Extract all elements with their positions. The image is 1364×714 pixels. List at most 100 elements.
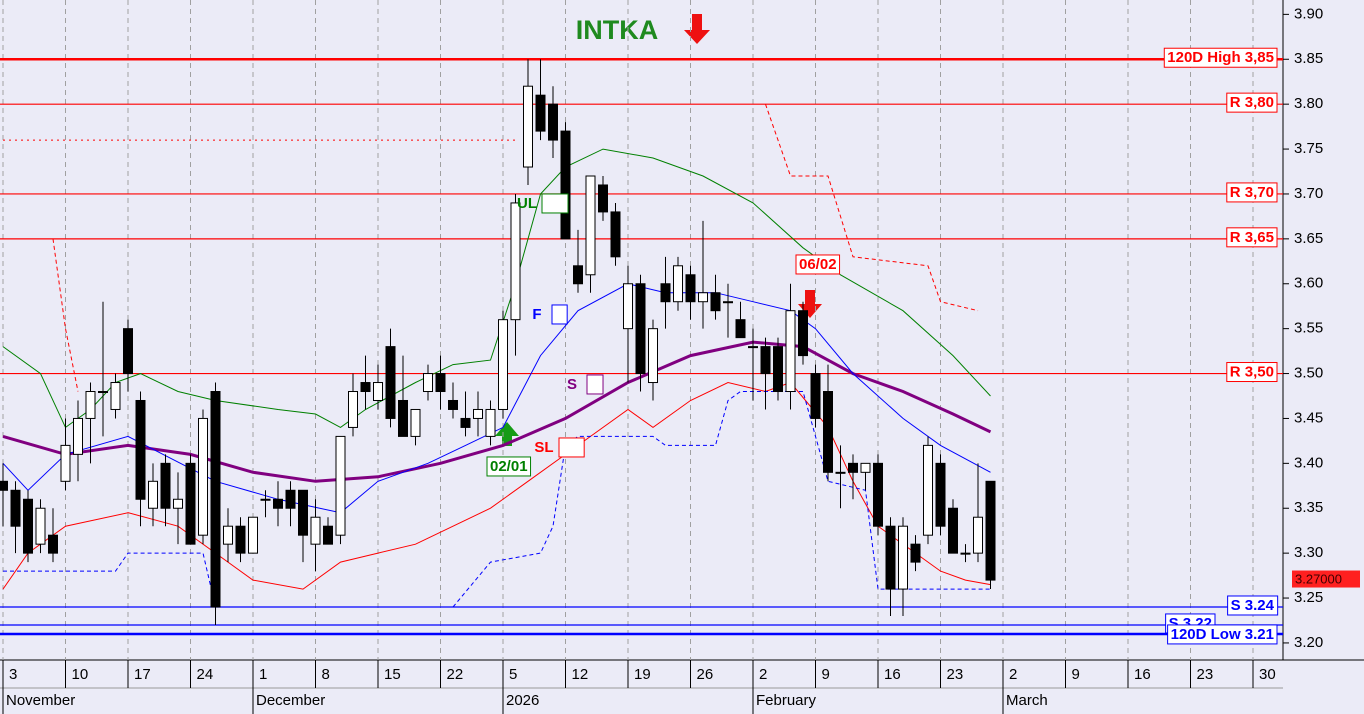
signal-label: 06/02 xyxy=(799,256,837,273)
candle-body xyxy=(910,543,921,563)
candle-body xyxy=(848,462,858,473)
candle-body xyxy=(123,328,133,375)
x-tick-label: 5 xyxy=(509,666,517,683)
buy-arrow xyxy=(495,422,519,446)
y-tick-label: 3.40 xyxy=(1294,454,1323,471)
candle-body xyxy=(885,525,896,590)
level-label-box xyxy=(1226,182,1278,203)
indicator-label-box xyxy=(558,437,585,458)
month-label: February xyxy=(756,692,817,709)
level-label-box xyxy=(1163,47,1278,68)
candle-body xyxy=(310,516,321,545)
candle-body xyxy=(960,552,971,555)
candle-body xyxy=(548,103,558,141)
x-tick-label: 9 xyxy=(1072,666,1080,683)
candle-body xyxy=(273,498,283,509)
indicator-label-box xyxy=(586,374,604,395)
last-price-box xyxy=(1292,570,1360,588)
x-tick-label: 1 xyxy=(259,666,267,683)
x-tick-label: 17 xyxy=(134,666,151,683)
x-tick-label: 10 xyxy=(72,666,89,683)
level-label: 120D High 3,85 xyxy=(1167,49,1274,66)
level-label-box xyxy=(1226,227,1278,248)
x-tick-label: 16 xyxy=(1134,666,1151,683)
x-tick-label: 9 xyxy=(822,666,830,683)
indicator-line xyxy=(3,391,991,608)
y-tick-label: 3.20 xyxy=(1294,634,1323,651)
candle-body xyxy=(798,310,808,357)
candle-body xyxy=(73,417,83,455)
candle-body xyxy=(585,175,596,276)
level-label-box xyxy=(1226,92,1278,113)
y-tick-label: 3.65 xyxy=(1294,230,1323,247)
y-tick-label: 3.85 xyxy=(1294,50,1323,67)
candle-body xyxy=(373,382,383,401)
x-tick-label: 19 xyxy=(634,666,651,683)
candle-body xyxy=(685,274,696,303)
indicator-label: S xyxy=(567,376,577,393)
indicator-label: UL xyxy=(517,195,537,212)
candle-body xyxy=(223,525,233,545)
candle-body xyxy=(623,283,633,330)
candle-body xyxy=(98,391,108,394)
candle-body xyxy=(823,391,833,473)
candle-body xyxy=(523,85,533,168)
candle-body xyxy=(385,346,396,419)
candle-body xyxy=(723,301,733,304)
y-tick-label: 3.80 xyxy=(1294,95,1323,112)
candle-body xyxy=(348,391,358,428)
y-tick-label: 3.50 xyxy=(1294,365,1323,382)
y-tick-label: 3.55 xyxy=(1294,320,1323,337)
candle-body xyxy=(860,462,871,473)
indicator-label: SL xyxy=(534,439,553,456)
candle-body xyxy=(610,211,621,258)
candle-body xyxy=(673,265,683,303)
level-label: R 3,80 xyxy=(1230,94,1274,111)
candle-body xyxy=(260,498,271,501)
level-label: R 3,70 xyxy=(1230,184,1274,201)
candle-body xyxy=(298,489,308,536)
candle-body xyxy=(498,319,508,410)
y-tick-label: 3.75 xyxy=(1294,140,1323,157)
candle-body xyxy=(660,283,671,303)
signal-label-box xyxy=(486,456,532,477)
candle-body xyxy=(973,516,983,554)
candle-body xyxy=(210,391,221,608)
month-label: November xyxy=(6,692,75,709)
level-label-box xyxy=(1227,595,1279,616)
candle-body xyxy=(35,507,46,545)
x-tick-label: 16 xyxy=(884,666,901,683)
month-label: 2026 xyxy=(506,692,539,709)
chart-title: INTKA xyxy=(576,15,659,45)
candle-body xyxy=(0,480,8,491)
x-tick-label: 26 xyxy=(697,666,714,683)
indicator-line xyxy=(52,104,979,392)
candle-body xyxy=(698,292,708,303)
candle-body xyxy=(560,130,571,240)
candle-body xyxy=(573,265,583,285)
candle-body xyxy=(335,435,346,536)
indicator-line xyxy=(2,340,992,483)
x-tick-label: 30 xyxy=(1259,666,1276,683)
month-label: December xyxy=(256,692,325,709)
candle-body xyxy=(360,382,371,393)
candle-body xyxy=(535,94,546,132)
level-label: S 3.24 xyxy=(1231,597,1275,614)
candle-body xyxy=(23,498,33,554)
candle-body xyxy=(760,346,771,375)
candle-body xyxy=(473,408,483,419)
candle-body xyxy=(898,525,908,590)
candle-body xyxy=(448,399,458,410)
level-label: R 3,65 xyxy=(1230,229,1274,246)
candle-body xyxy=(648,328,658,384)
level-label-box xyxy=(1167,624,1278,645)
candle-body xyxy=(735,319,746,339)
y-tick-label: 3.60 xyxy=(1294,275,1323,292)
y-tick-label: 3.25 xyxy=(1294,589,1323,606)
x-tick-label: 2 xyxy=(759,666,767,683)
x-tick-label: 12 xyxy=(572,666,589,683)
candle-body xyxy=(773,346,783,393)
x-tick-label: 3 xyxy=(9,666,17,683)
